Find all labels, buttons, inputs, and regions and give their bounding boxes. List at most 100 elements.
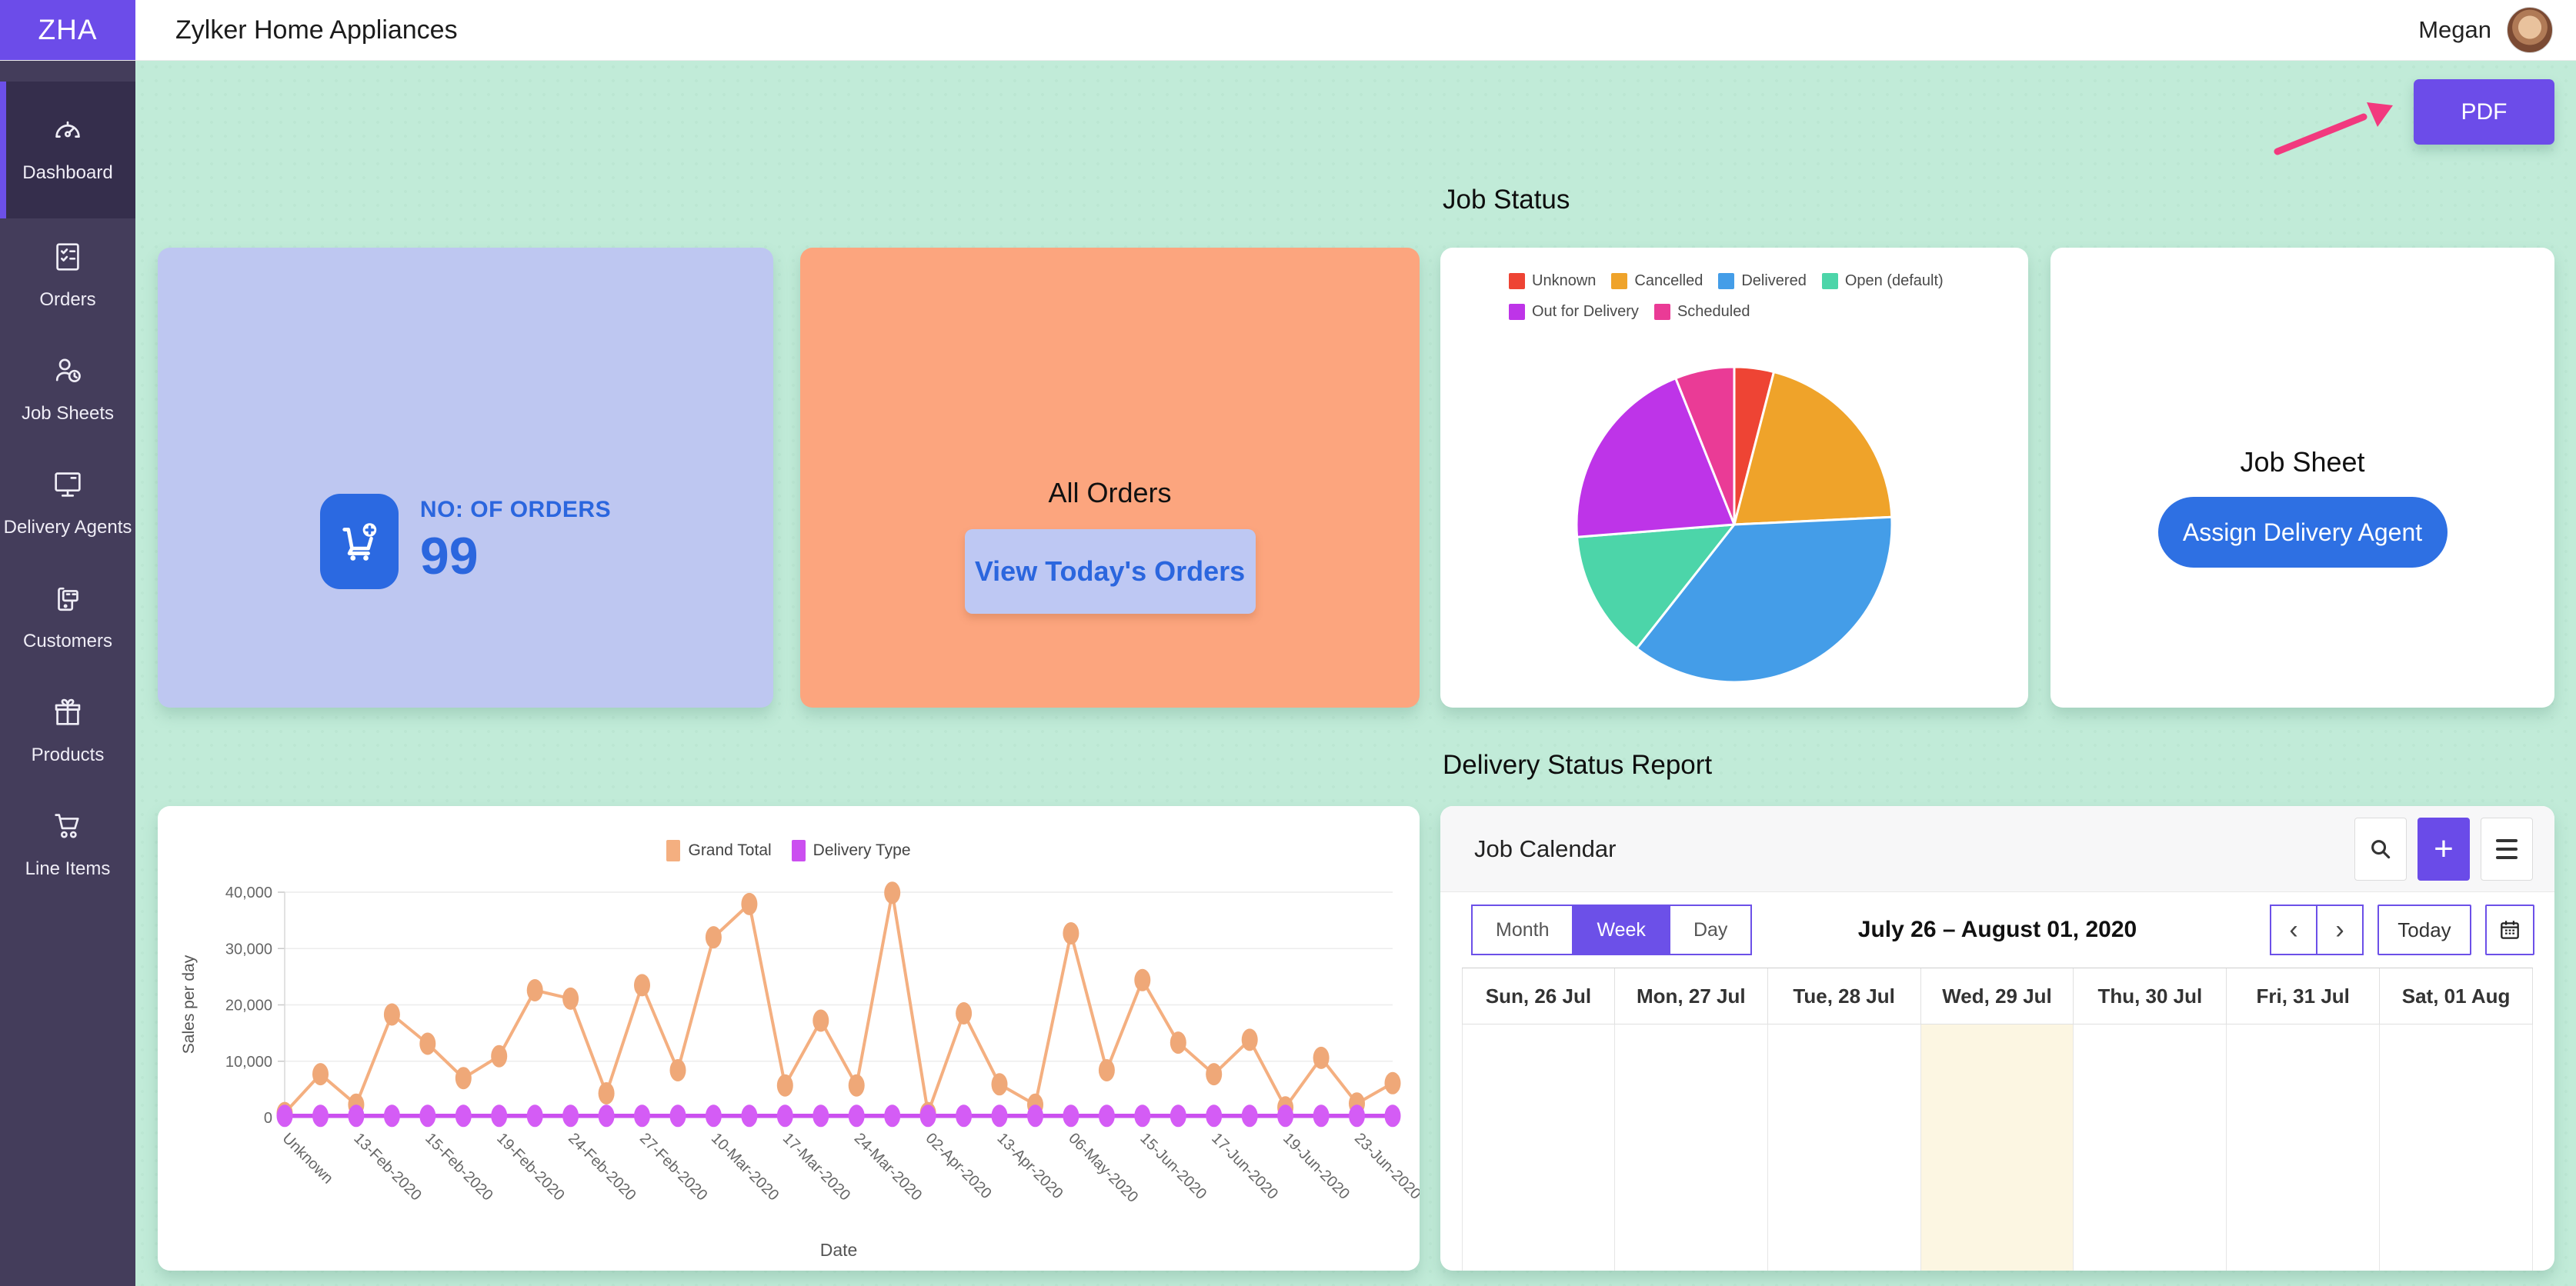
legend-label: Delivered: [1741, 272, 1807, 289]
svg-text:Unknown: Unknown: [279, 1130, 336, 1188]
svg-text:15-Jun-2020: 15-Jun-2020: [1136, 1130, 1210, 1203]
calendar-day-column[interactable]: [1614, 1024, 1768, 1271]
day-header[interactable]: Sun, 26 Jul: [1462, 968, 1615, 1024]
delivery-status-title: Delivery Status Report: [1443, 750, 1713, 780]
calendar-header: Job Calendar +: [1440, 806, 2554, 892]
svg-text:0: 0: [264, 1110, 272, 1127]
svg-text:13-Feb-2020: 13-Feb-2020: [350, 1130, 425, 1204]
calendar-day-column[interactable]: [2074, 1024, 2227, 1271]
sidebar-item-line-items[interactable]: Line Items: [0, 788, 135, 901]
monitor-icon: [50, 467, 85, 506]
sidebar: Dashboard Orders Job Sheets Delivery Age…: [0, 60, 135, 1286]
calendar-menu-button[interactable]: [2481, 817, 2533, 881]
view-month-button[interactable]: Month: [1471, 905, 1574, 955]
avatar[interactable]: [2507, 7, 2553, 53]
svg-text:30,000: 30,000: [225, 941, 272, 958]
pie-legend-item[interactable]: Open (default): [1821, 272, 1944, 290]
job-sheet-title: Job Sheet: [2240, 446, 2365, 478]
legend-label: Unknown: [1532, 272, 1597, 289]
legend-label: Cancelled: [1634, 272, 1703, 289]
svg-text:06-May-2020: 06-May-2020: [1065, 1130, 1141, 1206]
job-status-title: Job Status: [1443, 185, 1570, 215]
pie-legend-item[interactable]: Out for Delivery: [1509, 303, 1639, 321]
svg-text:10-Mar-2020: 10-Mar-2020: [708, 1130, 782, 1204]
legend-swatch: [1509, 273, 1525, 289]
svg-text:19-Jun-2020: 19-Jun-2020: [1280, 1130, 1353, 1203]
calendar-grid-body: [1462, 1024, 2533, 1271]
job-status-pie-chart: [1575, 365, 1894, 684]
calendar-today-button[interactable]: Today: [2377, 905, 2471, 955]
day-header[interactable]: Thu, 30 Jul: [2073, 968, 2227, 1024]
hamburger-icon: [2496, 838, 2518, 859]
cart-icon: [50, 808, 85, 848]
pie-legend-item[interactable]: Unknown: [1509, 272, 1596, 290]
sidebar-item-delivery-agents[interactable]: Delivery Agents: [0, 446, 135, 560]
calendar-day-column[interactable]: [2380, 1024, 2533, 1271]
pie-legend-item[interactable]: Delivered: [1718, 272, 1807, 290]
pie-legend-item[interactable]: Cancelled: [1611, 272, 1703, 290]
calendar-toolbar: Month Week Day July 26 – August 01, 2020 ‹…: [1440, 892, 2554, 968]
sidebar-item-label: Products: [31, 745, 105, 765]
sales-line-chart-card: Grand Total Delivery Type 0 10,000 20,000 3…: [158, 806, 1420, 1271]
annotation-arrow-icon: [2274, 102, 2393, 155]
legend-swatch: [1653, 304, 1670, 320]
day-header[interactable]: Wed, 29 Jul: [1920, 968, 2074, 1024]
pdf-export-button[interactable]: PDF: [2414, 79, 2554, 145]
pie-legend-item[interactable]: Scheduled: [1653, 303, 1750, 321]
gift-icon: [50, 695, 85, 734]
order-list-icon: [50, 239, 85, 278]
svg-text:15-Feb-2020: 15-Feb-2020: [422, 1130, 496, 1204]
search-icon: [2371, 839, 2391, 858]
orders-count-value: 99: [419, 527, 479, 585]
calendar-day-column[interactable]: [2227, 1024, 2381, 1271]
calendar-add-button[interactable]: +: [2418, 817, 2470, 881]
day-header[interactable]: Fri, 31 Jul: [2226, 968, 2381, 1024]
day-header[interactable]: Tue, 28 Jul: [1767, 968, 1921, 1024]
sidebar-item-label: Customers: [22, 631, 113, 651]
svg-text:40,000: 40,000: [225, 885, 272, 901]
grand-total-label: Grand Total: [688, 841, 772, 859]
calendar-datepicker-button[interactable]: [2485, 905, 2534, 955]
svg-text:27-Feb-2020: 27-Feb-2020: [636, 1130, 711, 1204]
calendar-search-button[interactable]: [2354, 817, 2407, 881]
sidebar-item-products[interactable]: Products: [0, 674, 135, 788]
job-status-card: Unknown Cancelled Delivered Open (default) O…: [1440, 248, 2028, 708]
sidebar-item-job-sheets[interactable]: Job Sheets: [0, 332, 135, 446]
calendar-day-column[interactable]: [1920, 1024, 2074, 1271]
person-clock-icon: [50, 353, 85, 392]
view-todays-orders-button[interactable]: View Today's Orders: [964, 529, 1256, 614]
sidebar-item-customers[interactable]: Customers: [0, 560, 135, 674]
calendar-day-column[interactable]: [1767, 1024, 1921, 1271]
view-week-button[interactable]: Week: [1572, 905, 1670, 955]
svg-text:19-Feb-2020: 19-Feb-2020: [493, 1130, 568, 1204]
day-header[interactable]: Sat, 01 Aug: [2379, 968, 2533, 1024]
sales-line-chart: 0 10,000 20,000 30,000 40,000 Unknown 13-Feb-2…: [180, 881, 1420, 1260]
sidebar-item-orders[interactable]: Orders: [0, 218, 135, 332]
calendar-next-button[interactable]: ›: [2316, 905, 2364, 955]
job-calendar-card: Job Calendar + Month Week Day July 26 – Au…: [1440, 806, 2554, 1271]
svg-text:17-Jun-2020: 17-Jun-2020: [1208, 1130, 1281, 1203]
grand-total-swatch: [666, 840, 681, 861]
app-title: Zylker Home Appliances: [175, 15, 458, 45]
user-name[interactable]: Megan: [2418, 16, 2491, 43]
gauge-icon: [50, 112, 85, 152]
calendar-prev-button[interactable]: ‹: [2270, 905, 2317, 955]
svg-text:Sales per day: Sales per day: [180, 955, 198, 1054]
assign-delivery-agent-button[interactable]: Assign Delivery Agent: [2157, 497, 2448, 568]
orders-count-label: NO: OF ORDERS: [419, 497, 612, 522]
delivery-type-label: Delivery Type: [813, 841, 911, 859]
svg-text:24-Feb-2020: 24-Feb-2020: [565, 1130, 639, 1204]
app-logo[interactable]: ZHA: [0, 0, 135, 60]
svg-text:10,000: 10,000: [225, 1054, 272, 1071]
all-orders-card: All Orders View Today's Orders: [800, 248, 1420, 708]
main-content: PDF NO: OF ORDERS 99 All: [135, 60, 2576, 1286]
legend-swatch: [1718, 273, 1735, 289]
calendar-title: Job Calendar: [1474, 835, 1617, 862]
sidebar-item-dashboard[interactable]: Dashboard: [0, 82, 135, 218]
job-sheet-card: Job Sheet Assign Delivery Agent: [2050, 248, 2554, 708]
calendar-day-header-row: Sun, 26 Jul Mon, 27 Jul Tue, 28 Jul Wed,…: [1462, 968, 2533, 1024]
view-day-button[interactable]: Day: [1668, 905, 1753, 955]
sidebar-item-label: Delivery Agents: [3, 517, 132, 538]
calendar-day-column[interactable]: [1462, 1024, 1615, 1271]
day-header[interactable]: Mon, 27 Jul: [1613, 968, 1768, 1024]
